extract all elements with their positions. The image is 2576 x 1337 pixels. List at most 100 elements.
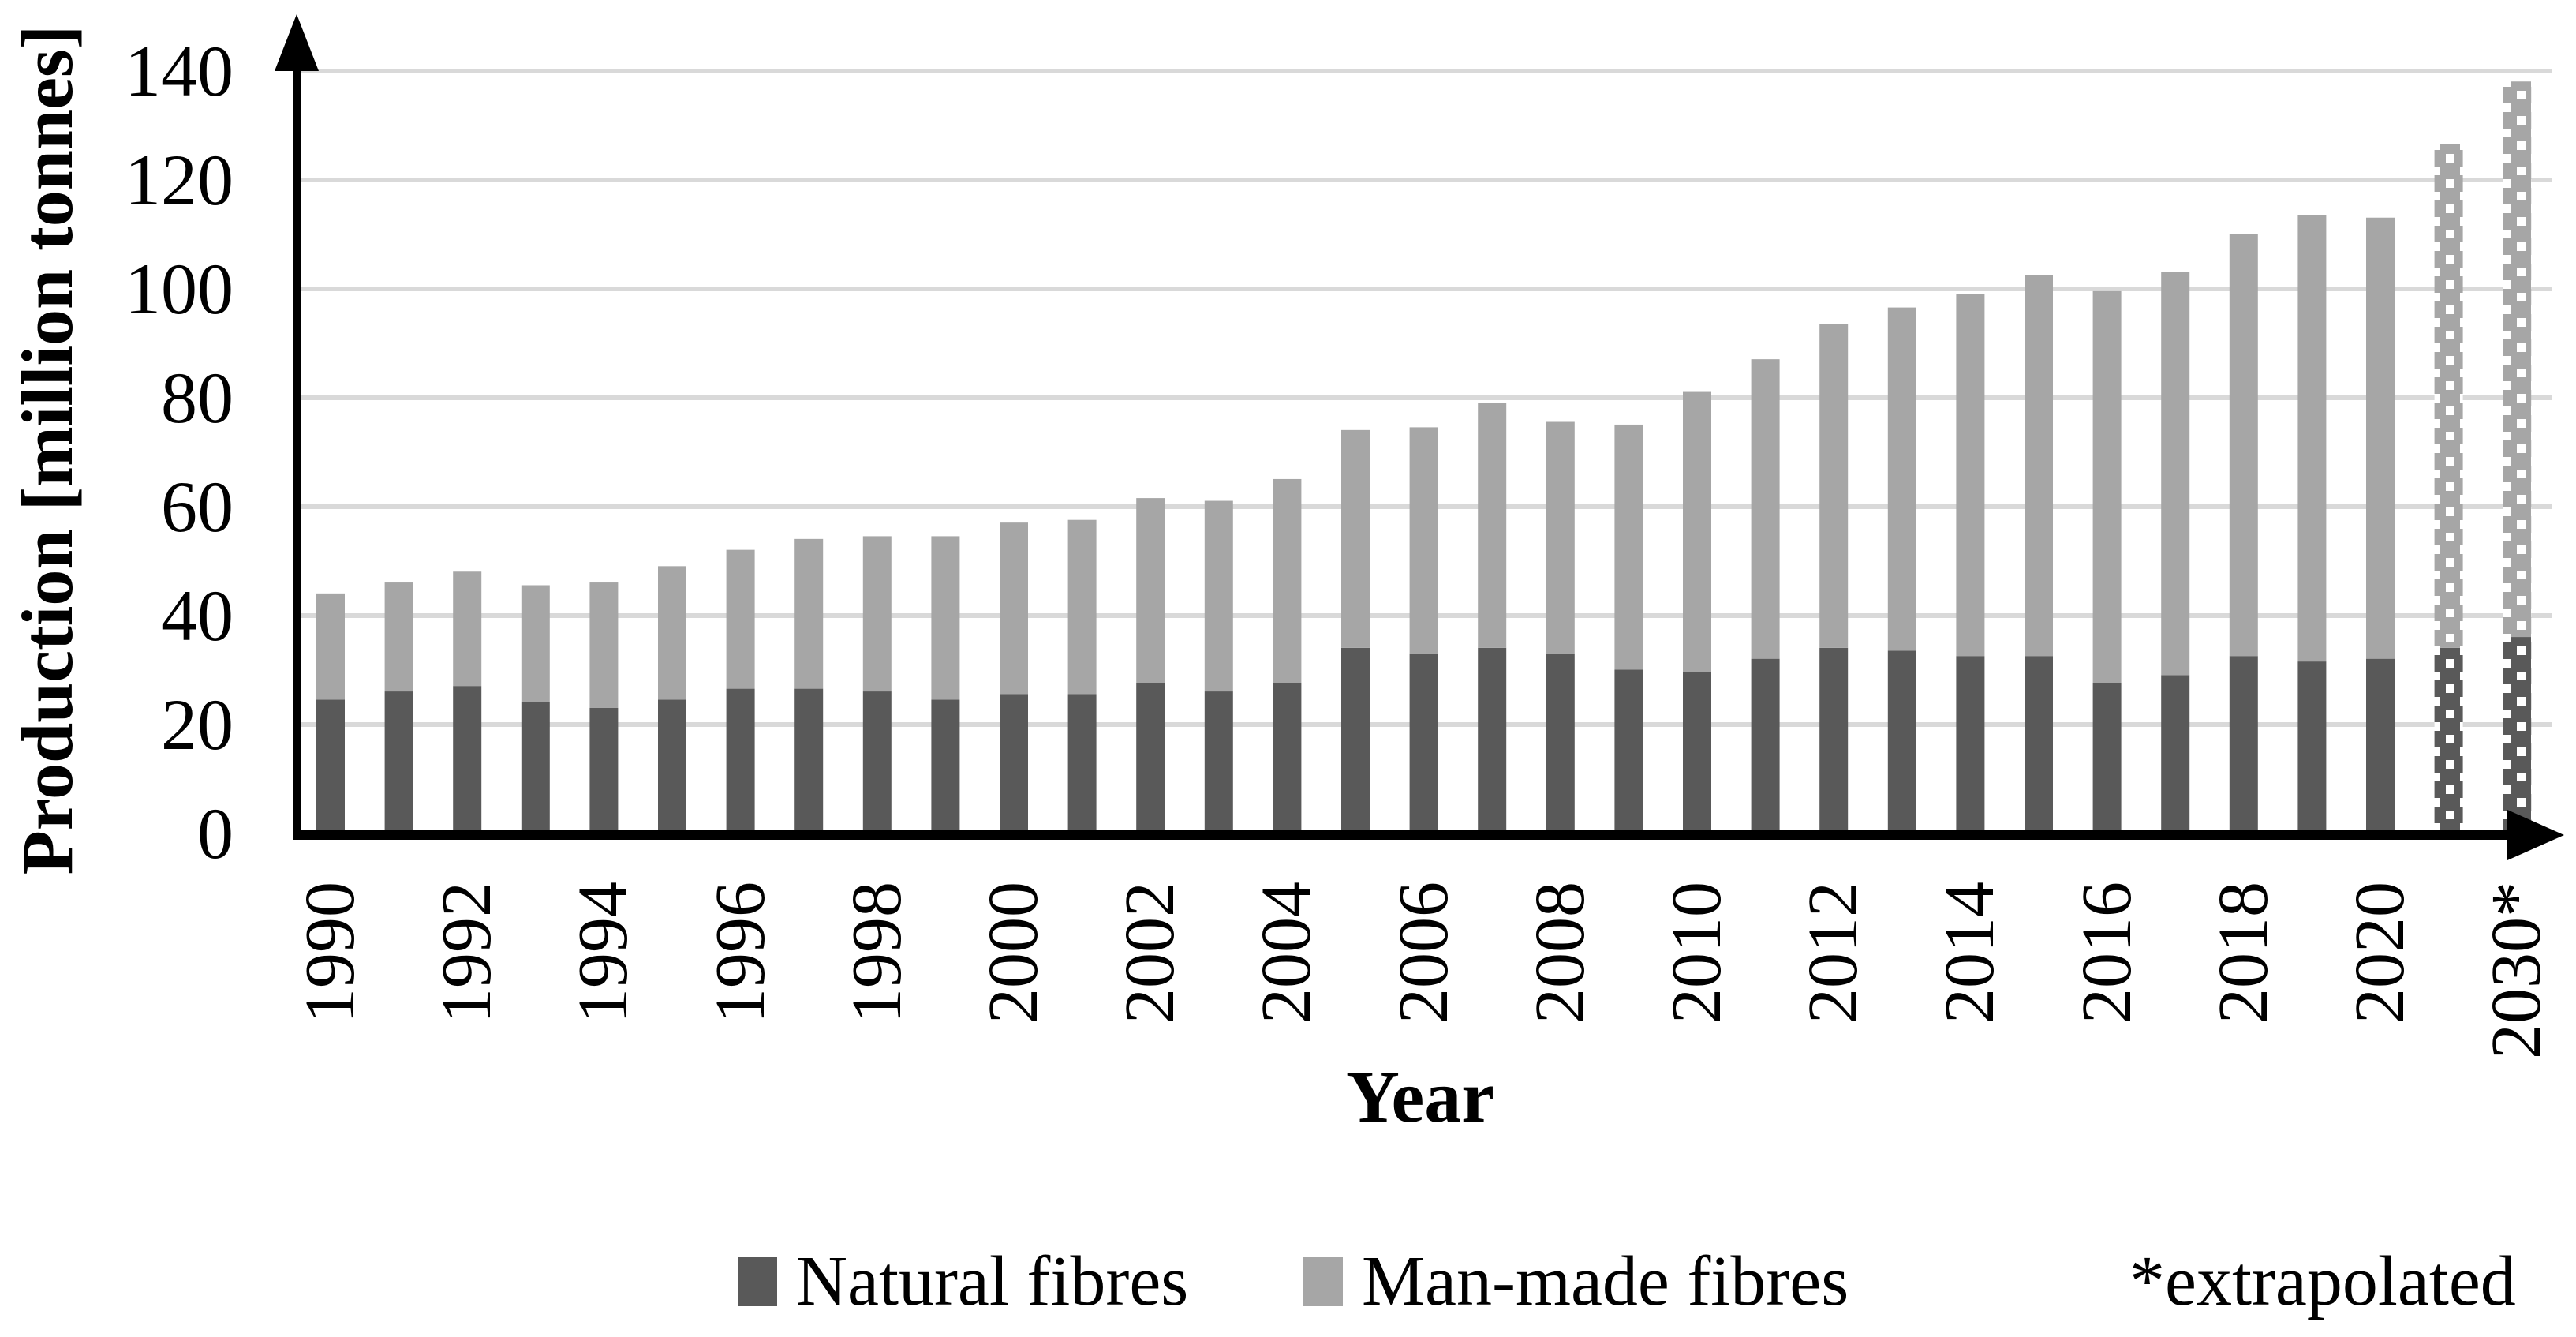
bar-manmade-2004	[1273, 478, 1302, 683]
bar-natural-2015	[2025, 656, 2053, 830]
bar-manmade-2011	[1751, 359, 1780, 659]
y-tick-0: 0	[197, 793, 234, 874]
bar-natural-2030*	[2503, 637, 2532, 830]
bar-natural-2014	[1956, 656, 1985, 830]
bar-manmade-1999	[931, 536, 960, 700]
x-tick-2006: 2006	[1384, 882, 1463, 1024]
y-tick-120: 120	[125, 140, 234, 220]
x-tick-2004: 2004	[1247, 882, 1326, 1024]
x-tick-2018: 2018	[2204, 882, 2283, 1024]
x-tick-1992: 1992	[428, 882, 507, 1024]
x-tick-2000: 2000	[974, 882, 1052, 1024]
bar-natural-1999	[931, 699, 960, 830]
bar-natural-1994	[589, 707, 619, 830]
bar-manmade-1991	[384, 582, 413, 692]
x-axis-arrowhead	[2507, 810, 2564, 860]
bar-natural-2010	[1683, 672, 1711, 830]
bar-natural-2004	[1273, 683, 1302, 830]
bar-natural-2019	[2297, 661, 2327, 830]
bar-manmade-1993	[521, 585, 550, 702]
extrapolated-note: *extrapolated	[2129, 1242, 2516, 1320]
bar-manmade-2009	[1614, 424, 1643, 670]
x-tick-2016: 2016	[2067, 882, 2146, 1024]
bar-natural-2000	[1000, 694, 1028, 830]
y-tick-40: 40	[161, 575, 234, 656]
bar-natural-2020	[2366, 658, 2395, 830]
bar-manmade-1992	[453, 571, 482, 687]
bar-manmade-2005	[1341, 429, 1370, 648]
bar-manmade-2010	[1683, 391, 1711, 672]
x-tick-2030-extrapolated: 2030*	[2477, 882, 2556, 1059]
x-tick-2014: 2014	[1931, 882, 2010, 1024]
bar-manmade-2013	[1887, 307, 1916, 651]
bar-manmade-2007	[1478, 403, 1507, 648]
bar-manmade-2003	[1204, 500, 1233, 692]
bar-natural-1997	[794, 688, 824, 830]
bar-natural-1998	[862, 691, 892, 830]
y-tick-100: 100	[125, 249, 234, 329]
bar-manmade-2002	[1136, 498, 1165, 683]
bar-natural-2002	[1136, 683, 1165, 830]
bar-natural-2013	[1887, 650, 1916, 830]
bar-natural-2018	[2229, 656, 2258, 830]
bar-manmade-2014	[1956, 294, 1985, 657]
bar-manmade-2018	[2229, 234, 2258, 657]
bar-natural-1991	[384, 691, 413, 830]
bar-manmade-1990	[316, 593, 345, 700]
bar-natural-2012	[1819, 647, 1849, 830]
y-tick-140: 140	[125, 31, 234, 111]
y-tick-60: 60	[161, 466, 234, 547]
bar-manmade-2030*	[2503, 81, 2532, 638]
legend-label-natural-fibres: Natural fibres	[796, 1242, 1189, 1320]
bar-natural-2008	[1546, 653, 1575, 830]
gridline-y-100	[297, 286, 2552, 291]
bar-manmade-2008	[1546, 421, 1575, 654]
gridline-y-140	[297, 69, 2552, 73]
legend-label-manmade-fibres: Man-made fibres	[1362, 1242, 1849, 1320]
legend-swatch-natural-fibres	[738, 1257, 777, 1306]
y-axis-arrowhead	[275, 14, 319, 71]
y-tick-20: 20	[161, 684, 234, 765]
bar-natural-extrapolated-31	[2434, 647, 2463, 830]
legend-swatch-manmade-fibres	[1303, 1257, 1343, 1306]
bar-natural-1995	[658, 699, 686, 830]
bar-manmade-2019	[2297, 215, 2327, 662]
bar-manmade-2016	[2092, 290, 2122, 683]
x-tick-2002: 2002	[1111, 882, 1190, 1024]
legend-item-manmade: Man-made fibres	[1303, 1245, 1849, 1318]
bar-natural-2017	[2161, 675, 2190, 830]
bar-natural-2009	[1614, 669, 1643, 830]
bar-natural-2005	[1341, 647, 1370, 830]
bar-natural-2011	[1751, 658, 1780, 830]
bar-manmade-2012	[1819, 324, 1849, 648]
bar-manmade-extrapolated-31	[2434, 144, 2463, 648]
bar-manmade-1997	[794, 538, 824, 689]
bar-manmade-1996	[726, 549, 755, 689]
bar-natural-2016	[2092, 683, 2122, 830]
bar-natural-1992	[453, 686, 482, 830]
x-tick-2020: 2020	[2341, 882, 2419, 1024]
x-axis-title: Year	[1346, 1056, 1494, 1138]
x-axis-line	[293, 830, 2507, 840]
gridline-y-120	[297, 178, 2552, 182]
x-tick-1996: 1996	[701, 882, 780, 1024]
bar-manmade-2017	[2161, 272, 2190, 676]
x-tick-1998: 1998	[837, 882, 916, 1024]
legend-item-natural: Natural fibres	[738, 1245, 1188, 1318]
y-axis-line	[293, 47, 301, 838]
bar-natural-1996	[726, 688, 755, 830]
bar-natural-2003	[1204, 691, 1233, 830]
bar-manmade-2015	[2025, 275, 2053, 657]
bar-manmade-2001	[1067, 519, 1097, 695]
x-tick-1990: 1990	[291, 882, 369, 1024]
bar-natural-1993	[521, 702, 550, 830]
bar-manmade-2006	[1409, 427, 1438, 654]
bar-manmade-1994	[589, 582, 619, 708]
y-tick-80: 80	[161, 358, 234, 438]
bar-manmade-2020	[2366, 217, 2395, 659]
x-tick-2008: 2008	[1520, 882, 1599, 1024]
x-tick-2012: 2012	[1794, 882, 1873, 1024]
bar-manmade-1995	[658, 566, 686, 700]
